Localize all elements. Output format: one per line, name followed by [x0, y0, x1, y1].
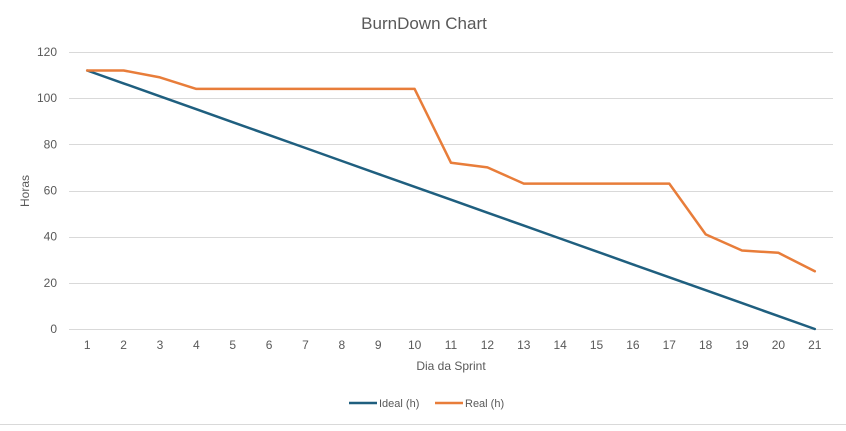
- x-tick-label: 10: [408, 338, 422, 352]
- x-tick-label: 11: [445, 338, 458, 352]
- series-lines: [85, 69, 817, 331]
- y-tick-label: 40: [44, 230, 58, 244]
- x-tick-label: 13: [517, 338, 531, 352]
- x-tick-label: 15: [590, 338, 604, 352]
- y-axis-label: Horas: [18, 175, 32, 207]
- x-tick-label: 5: [229, 338, 236, 352]
- legend-label-ideal-h: Ideal (h): [379, 398, 419, 410]
- x-tick-label: 12: [481, 338, 495, 352]
- y-tick-label: 120: [37, 45, 57, 59]
- gridlines: [69, 52, 833, 330]
- x-tick-label: 1: [84, 338, 91, 352]
- x-tick-label: 8: [339, 338, 346, 352]
- x-tick-label: 3: [157, 338, 164, 352]
- x-tick-label: 9: [375, 338, 382, 352]
- x-tick-label: 14: [553, 338, 567, 352]
- x-tick-label: 18: [699, 338, 713, 352]
- y-tick-label: 80: [44, 137, 58, 151]
- x-tick-label: 21: [808, 338, 822, 352]
- chart-title: BurnDown Chart: [361, 14, 487, 33]
- legend-label-real-h: Real (h): [465, 398, 504, 410]
- x-axis-ticks: 1 2 3 4 5 6 7 8 9 10 11 12 13 14 15 16 17 18 19 20 21: [84, 338, 822, 352]
- x-tick-label: 6: [266, 338, 273, 352]
- x-axis-label: Dia da Sprint: [416, 359, 486, 373]
- x-tick-label: 4: [193, 338, 200, 352]
- x-tick-label: 17: [663, 338, 677, 352]
- series-line-ideal-h: [85, 69, 817, 331]
- y-axis-ticks: 0 20 40 60 80 100 120: [37, 45, 57, 336]
- y-tick-label: 60: [44, 184, 58, 198]
- series-line-real-h: [85, 69, 817, 273]
- y-tick-label: 0: [50, 322, 57, 336]
- y-tick-label: 100: [37, 91, 57, 105]
- x-tick-label: 20: [772, 338, 786, 352]
- x-tick-label: 7: [302, 338, 309, 352]
- x-tick-label: 2: [120, 338, 127, 352]
- y-tick-label: 20: [44, 276, 58, 290]
- x-tick-label: 16: [626, 338, 640, 352]
- legend: Ideal (h) Real (h): [349, 398, 504, 410]
- x-tick-label: 19: [735, 338, 749, 352]
